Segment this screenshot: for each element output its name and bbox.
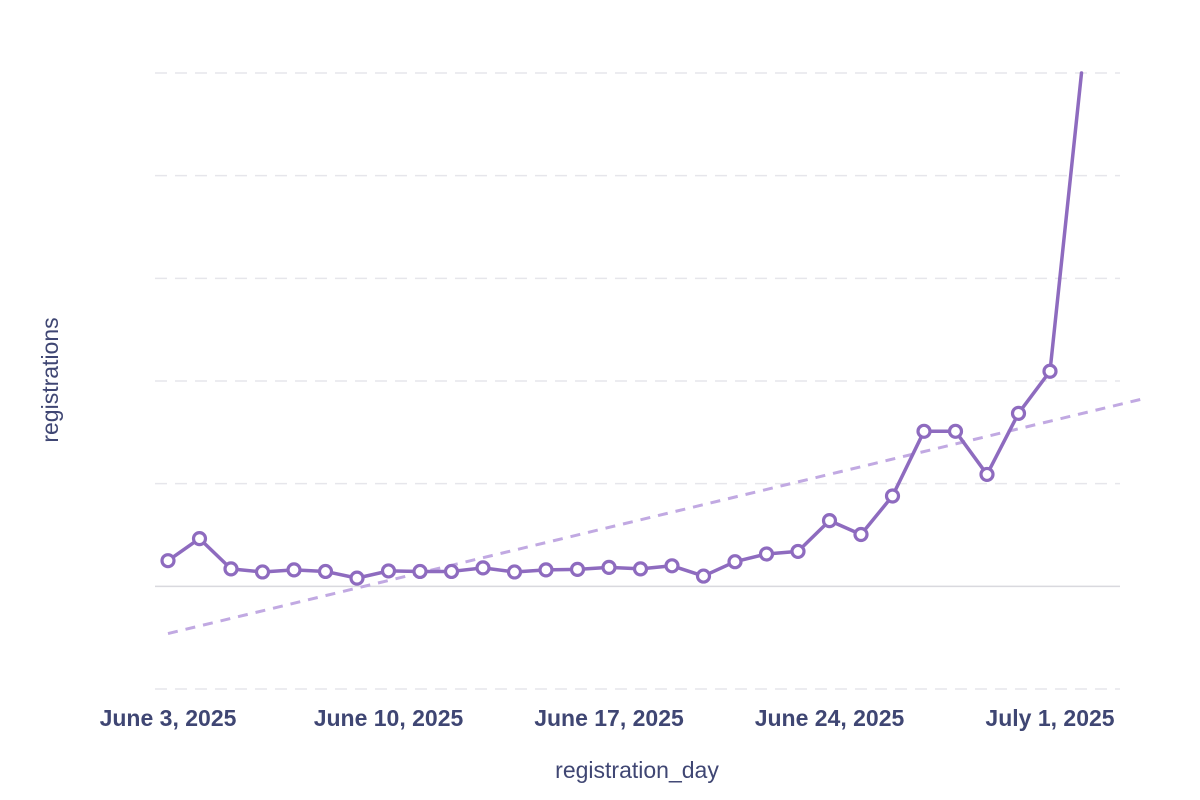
x-tick-label: June 3, 2025: [100, 705, 237, 731]
data-point: [916, 423, 932, 439]
data-point: [349, 570, 365, 586]
data-point: [853, 526, 869, 543]
data-point: [758, 546, 775, 562]
data-point: [380, 563, 397, 579]
data-point: [191, 530, 208, 547]
data-point: [569, 561, 586, 577]
data-point: [443, 563, 460, 580]
trendline: [167, 396, 1145, 636]
data-point: [254, 564, 271, 580]
data-point: [286, 562, 302, 578]
x-tick-label: June 17, 2025: [534, 705, 684, 731]
data-point: [821, 513, 838, 529]
data-point: [223, 561, 239, 577]
data-point: [601, 559, 617, 575]
data-points: [160, 363, 1058, 586]
data-point: [160, 553, 176, 569]
x-axis-title: registration_day: [555, 757, 719, 783]
data-point: [790, 543, 806, 560]
data-point: [475, 560, 491, 576]
data-point: [632, 561, 649, 577]
data-point: [947, 423, 964, 439]
data-point: [979, 466, 995, 483]
data-point: [727, 554, 743, 570]
data-point: [506, 564, 523, 580]
x-tick-label: June 10, 2025: [314, 705, 464, 731]
gridlines: [155, 72, 1120, 690]
data-point: [538, 562, 554, 578]
x-axis-ticks: June 3, 2025 June 10, 2025 June 17, 2025 Ju…: [100, 705, 1115, 731]
data-point: [695, 568, 712, 584]
data-point: [664, 558, 680, 574]
y-axis-title: registrations: [37, 317, 63, 442]
data-point: [884, 488, 901, 504]
data-point: [412, 563, 428, 580]
x-tick-label: July 1, 2025: [985, 705, 1114, 731]
trendline-layer: [167, 396, 1145, 636]
data-point: [1010, 405, 1027, 421]
data-point: [1042, 363, 1058, 379]
series-line-layer: [166, 71, 1084, 580]
x-tick-label: June 24, 2025: [755, 705, 905, 731]
data-point: [317, 563, 334, 580]
series-line: [166, 71, 1084, 580]
